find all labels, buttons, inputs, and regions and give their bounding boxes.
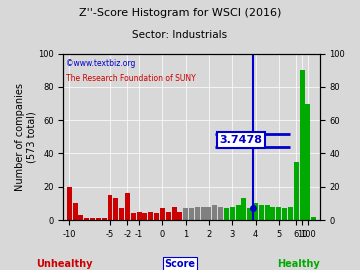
- Text: ©www.textbiz.org: ©www.textbiz.org: [66, 59, 135, 68]
- Bar: [230, 207, 235, 220]
- Text: Score: Score: [165, 259, 195, 269]
- Bar: [276, 207, 281, 220]
- Bar: [73, 203, 77, 220]
- Text: 3.7478: 3.7478: [220, 135, 262, 145]
- Bar: [84, 218, 89, 220]
- Bar: [242, 198, 246, 220]
- Bar: [67, 187, 72, 220]
- Bar: [102, 218, 107, 220]
- Text: Sector: Industrials: Sector: Industrials: [132, 30, 228, 40]
- Bar: [113, 198, 118, 220]
- Bar: [288, 207, 293, 220]
- Text: Z''-Score Histogram for WSCI (2016): Z''-Score Histogram for WSCI (2016): [79, 8, 281, 18]
- Bar: [78, 215, 84, 220]
- Text: Unhealthy: Unhealthy: [37, 259, 93, 269]
- Bar: [207, 207, 211, 220]
- Bar: [235, 205, 240, 220]
- Bar: [189, 208, 194, 220]
- Bar: [154, 213, 159, 220]
- Bar: [265, 205, 270, 220]
- Bar: [253, 203, 258, 220]
- Bar: [177, 212, 182, 220]
- Bar: [166, 212, 171, 220]
- Text: Healthy: Healthy: [278, 259, 320, 269]
- Bar: [160, 208, 165, 220]
- Bar: [195, 207, 200, 220]
- Bar: [305, 103, 310, 220]
- Bar: [311, 217, 316, 220]
- Bar: [137, 212, 141, 220]
- Bar: [247, 208, 252, 220]
- Bar: [148, 212, 153, 220]
- Bar: [108, 195, 112, 220]
- Bar: [96, 218, 101, 220]
- Bar: [212, 205, 217, 220]
- Bar: [259, 205, 264, 220]
- Bar: [183, 208, 188, 220]
- Text: The Research Foundation of SUNY: The Research Foundation of SUNY: [66, 74, 196, 83]
- Bar: [294, 162, 299, 220]
- Bar: [125, 193, 130, 220]
- Bar: [224, 208, 229, 220]
- Bar: [282, 208, 287, 220]
- Bar: [172, 207, 176, 220]
- Bar: [131, 213, 136, 220]
- Bar: [300, 70, 305, 220]
- Bar: [90, 218, 95, 220]
- Bar: [119, 208, 124, 220]
- Bar: [218, 207, 223, 220]
- Bar: [270, 207, 275, 220]
- Y-axis label: Number of companies
(573 total): Number of companies (573 total): [15, 83, 37, 191]
- Bar: [201, 207, 206, 220]
- Bar: [143, 213, 147, 220]
